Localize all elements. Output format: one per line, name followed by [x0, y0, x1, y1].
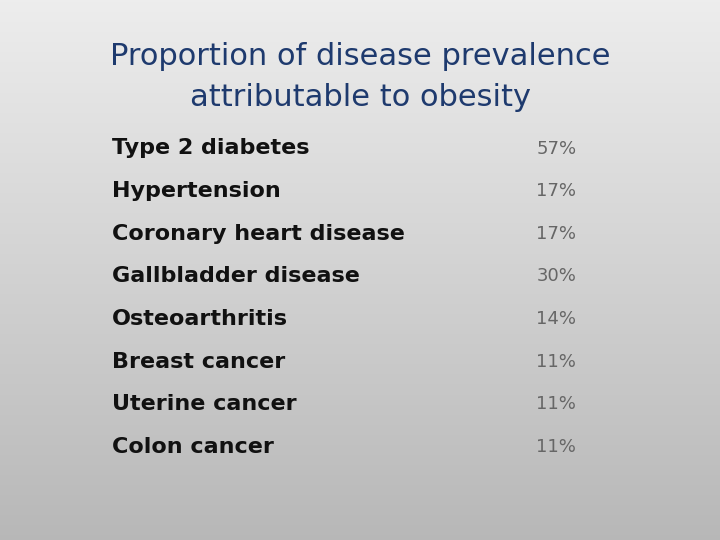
Text: Hypertension: Hypertension	[112, 181, 280, 201]
Text: 11%: 11%	[536, 395, 576, 414]
Text: 30%: 30%	[536, 267, 576, 286]
Text: Colon cancer: Colon cancer	[112, 437, 274, 457]
Text: 57%: 57%	[536, 139, 577, 158]
Text: 17%: 17%	[536, 182, 577, 200]
Text: Uterine cancer: Uterine cancer	[112, 394, 296, 415]
Text: Coronary heart disease: Coronary heart disease	[112, 224, 405, 244]
Text: 11%: 11%	[536, 438, 576, 456]
Text: 14%: 14%	[536, 310, 577, 328]
Text: Breast cancer: Breast cancer	[112, 352, 285, 372]
Text: 17%: 17%	[536, 225, 577, 243]
Text: Type 2 diabetes: Type 2 diabetes	[112, 138, 309, 159]
Text: Gallbladder disease: Gallbladder disease	[112, 266, 359, 287]
Text: 11%: 11%	[536, 353, 576, 371]
Text: Osteoarthritis: Osteoarthritis	[112, 309, 287, 329]
Text: Proportion of disease prevalence: Proportion of disease prevalence	[109, 42, 611, 71]
Text: attributable to obesity: attributable to obesity	[189, 83, 531, 112]
